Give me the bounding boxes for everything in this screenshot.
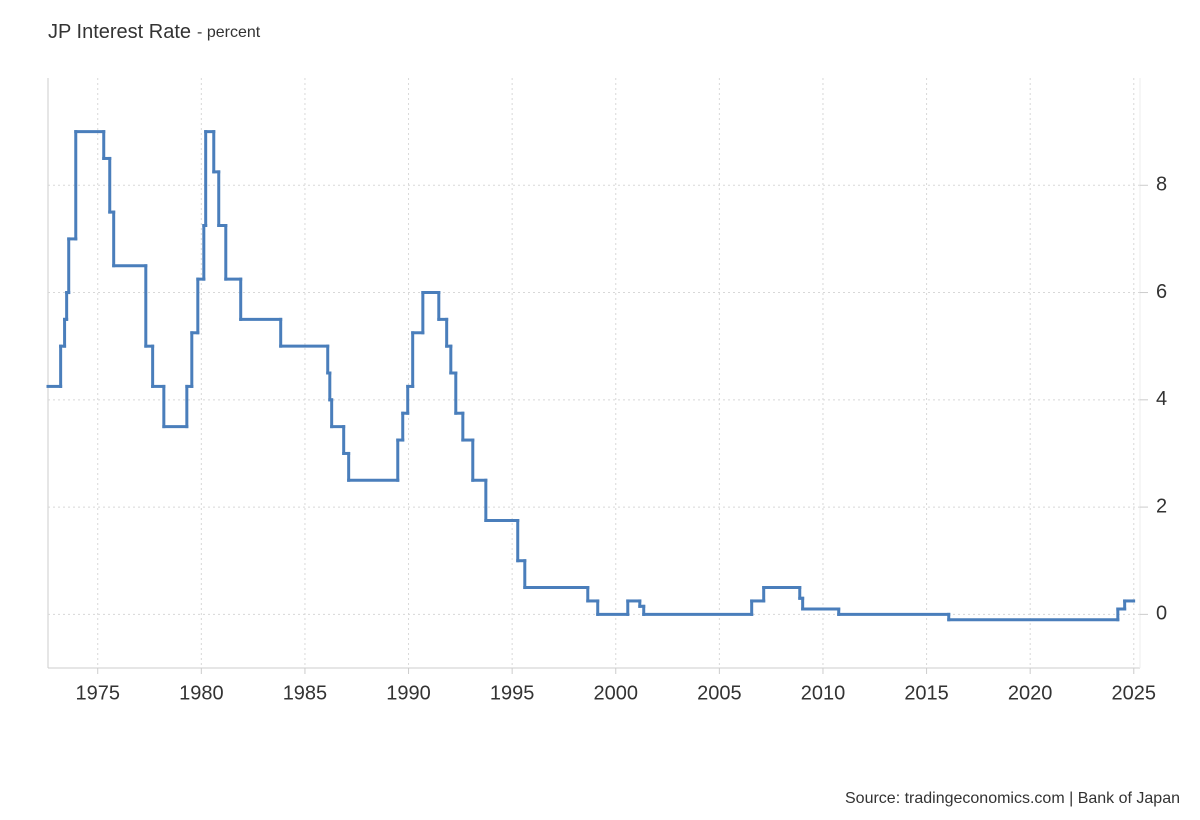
x-tick-label: 2000 [594, 682, 639, 704]
chart-title: JP Interest Rate - percent [48, 21, 261, 43]
y-tick-label: 4 [1156, 388, 1167, 410]
x-tick-label: 2020 [1008, 682, 1053, 704]
x-tick-label: 1985 [283, 682, 328, 704]
y-tick-label: 0 [1156, 603, 1167, 625]
x-tick-label: 2010 [801, 682, 846, 704]
x-tick-label: 2025 [1112, 682, 1157, 704]
x-tick-label: 2015 [904, 682, 949, 704]
x-tick-label: 1990 [386, 682, 431, 704]
y-tick-label: 2 [1156, 495, 1167, 517]
source: Source: tradingeconomics.com | Bank of J… [845, 790, 1180, 807]
x-tick-label: 2005 [697, 682, 742, 704]
y-tick-label: 6 [1156, 281, 1167, 303]
x-tick-label: 1980 [179, 682, 224, 704]
subtitle: - percent [197, 24, 261, 41]
x-tick-label: 1975 [75, 682, 120, 704]
x-tick-label: 1995 [490, 682, 535, 704]
y-tick-label: 8 [1156, 174, 1167, 196]
title: JP Interest Rate [48, 21, 191, 43]
